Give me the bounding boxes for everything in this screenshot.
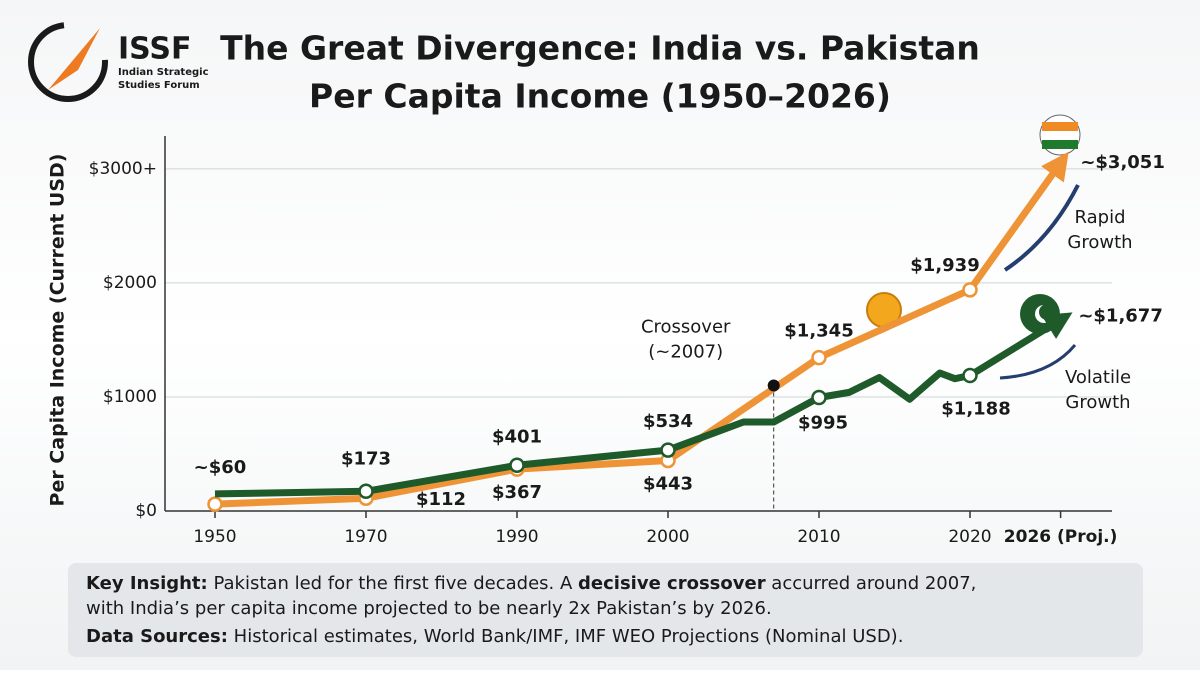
- y-tick-label: $3000+: [89, 159, 157, 179]
- chart-title: The Great Divergence: India vs. Pakistan: [220, 29, 980, 68]
- flag-band: [1042, 122, 1078, 131]
- sources-text: Data Sources: Historical estimates, Worl…: [86, 626, 903, 647]
- value-label: $401: [492, 426, 542, 447]
- value-label: $995: [798, 413, 848, 434]
- data-point: [509, 457, 525, 474]
- value-label: $173: [341, 448, 391, 469]
- x-tick-label: 1970: [344, 527, 387, 547]
- trend-label: Volatile: [1065, 367, 1131, 388]
- y-tick-label: $2000: [103, 273, 157, 293]
- insight-part: accurred around 2007,: [766, 573, 977, 594]
- trend-label: Growth: [1065, 392, 1130, 413]
- value-label: $534: [643, 411, 693, 432]
- value-label: ~$1,677: [1078, 306, 1163, 327]
- trend-label: Growth: [1067, 232, 1132, 253]
- x-tick-label: 2026 (Proj.): [1004, 527, 1118, 547]
- value-label: $443: [643, 473, 693, 494]
- y-tick-label: $1000: [103, 387, 157, 407]
- value-label: $1,188: [941, 398, 1010, 419]
- insight-part: decisive crossover: [578, 573, 766, 594]
- data-point: [207, 496, 223, 512]
- chart-title: Per Capita Income (1950–2026): [309, 77, 891, 116]
- crossover-label: (~2007): [648, 342, 723, 363]
- insight-box: [68, 563, 1143, 657]
- logo: ISSF Indian Strategic Studies Forum: [28, 22, 209, 102]
- logo-name: ISSF: [118, 32, 192, 67]
- flag-moon: [1039, 304, 1055, 320]
- x-tick-label: 1990: [495, 527, 538, 547]
- pakistan-flag: [1020, 294, 1060, 334]
- crossover-label: Crossover: [641, 317, 731, 338]
- flag-band: [1042, 140, 1078, 149]
- india-flag: [1039, 114, 1081, 156]
- data-point: [811, 389, 827, 406]
- value-label: $1,939: [910, 255, 979, 276]
- crossover-point: [767, 379, 780, 392]
- series-line: [214, 312, 1073, 498]
- value-label: $367: [492, 482, 542, 503]
- y-tick-label: $0: [135, 501, 157, 521]
- insight-text: Key Insight: Pakistan led for the first …: [86, 573, 976, 594]
- logo-line: Studies Forum: [118, 80, 200, 91]
- plot: $0 $1000 $2000 $3000+ 1950 1970 1990 2000 2010 20…: [89, 136, 1165, 547]
- value-label: $112: [416, 489, 466, 510]
- sources-value: Historical estimates, World Bank/IMF, IM…: [234, 626, 904, 647]
- data-point: [811, 349, 827, 366]
- x-tick-label: 2000: [646, 527, 689, 547]
- sources-label: Data Sources:: [86, 626, 228, 647]
- logo-line: Indian Strategic: [118, 67, 209, 78]
- data-point: [962, 282, 978, 298]
- logo-ring: [28, 22, 108, 102]
- x-tick-label: 2020: [948, 527, 991, 547]
- x-tick-label: 2010: [797, 527, 840, 547]
- insight-text: with India’s per capita income projected…: [86, 598, 772, 619]
- trend-label: Rapid: [1075, 207, 1126, 228]
- insight-part: Pakistan led for the first five decades.…: [213, 573, 578, 594]
- data-point: [962, 367, 978, 384]
- value-label: $1,345: [784, 321, 853, 342]
- value-label: ~$60: [194, 457, 247, 478]
- insight-label: Key Insight:: [86, 573, 208, 594]
- data-point: [358, 483, 374, 500]
- y-axis-title: Per Capita Income (Current USD): [47, 154, 69, 507]
- data-point: [660, 442, 676, 458]
- trend-arrow: [1003, 184, 1080, 272]
- value-label: ~$3,051: [1080, 152, 1165, 173]
- trend-arrow: [999, 344, 1077, 380]
- logo-arrow: [48, 28, 100, 90]
- x-tick-label: 1950: [193, 527, 236, 547]
